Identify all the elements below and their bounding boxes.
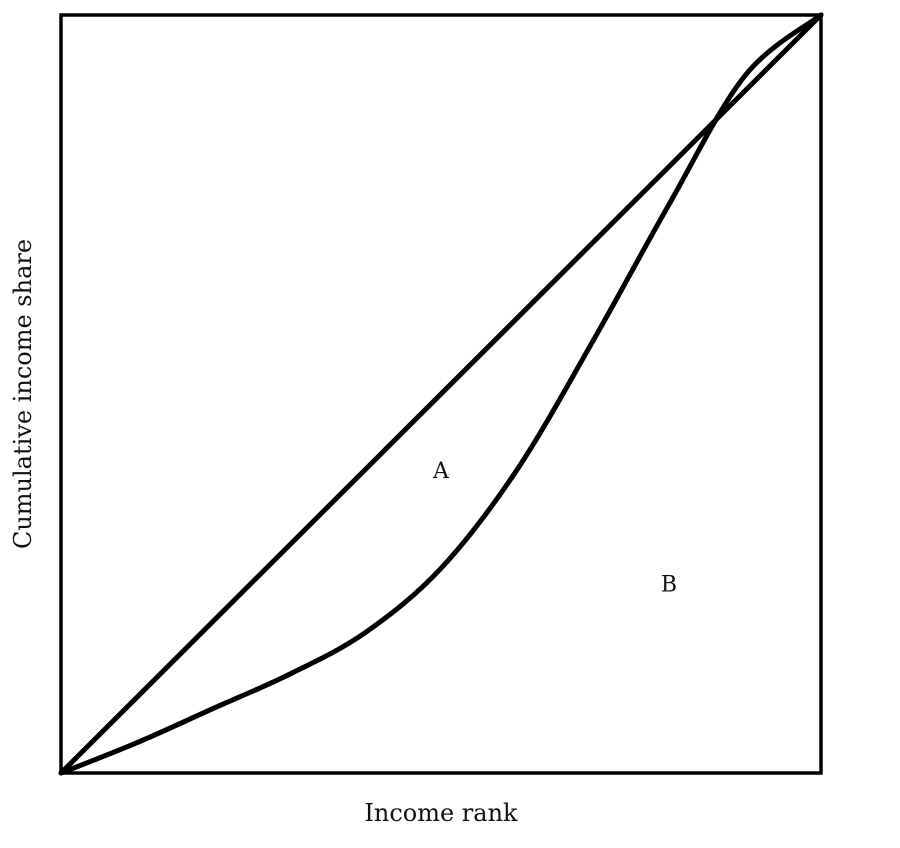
y-axis-label: Cumulative income share bbox=[9, 239, 37, 549]
equality-line bbox=[58, 12, 824, 776]
annotation-b: B bbox=[661, 573, 677, 598]
annotation-layer: A B bbox=[432, 459, 677, 598]
x-axis-label: Income rank bbox=[364, 799, 518, 827]
lorenz-curve bbox=[58, 12, 824, 776]
series-layer bbox=[58, 12, 824, 776]
plot-frame bbox=[59, 13, 823, 775]
annotation-a: A bbox=[432, 459, 450, 484]
